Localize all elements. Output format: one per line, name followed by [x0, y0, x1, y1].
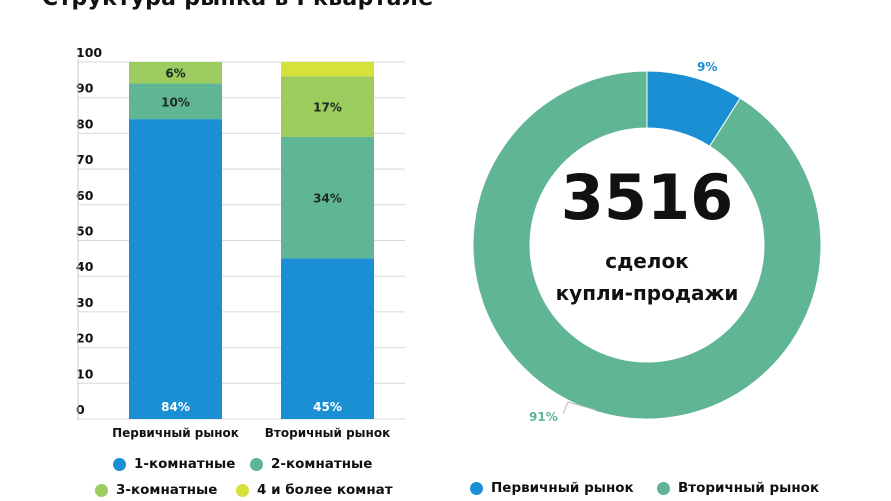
legend-swatch [657, 481, 670, 495]
legend-item-primary: Первичный рынок [470, 480, 634, 496]
legend-label: 2-комнатные [271, 456, 373, 472]
bar-segment [281, 136, 374, 259]
legend-swatch [236, 483, 249, 497]
x-category-label: Первичный рынок [112, 426, 239, 440]
y-tick-label: 70 [76, 152, 94, 167]
data-label: 34% [313, 192, 342, 206]
legend-swatch [95, 483, 108, 497]
legend-item-secondary: Вторичный рынок [657, 480, 819, 496]
legend-item-4room: 4 и более комнат [236, 482, 393, 498]
y-tick-label: 50 [76, 224, 94, 239]
x-category-label: Вторичный рынок [265, 426, 390, 440]
data-label: 10% [161, 95, 190, 109]
legend-swatch [250, 457, 263, 471]
y-tick-label: 90 [76, 81, 94, 96]
bar-segment [129, 83, 222, 120]
donut-slice [472, 70, 822, 420]
donut-center-number: 3516 [560, 161, 734, 234]
y-tick-label: 40 [76, 259, 94, 274]
legend-label: Первичный рынок [491, 480, 634, 496]
legend-item-3room: 3-комнатные [95, 482, 217, 498]
legend-swatch [470, 481, 483, 495]
slice-label: 91% [529, 410, 558, 424]
data-label: 84% [161, 400, 190, 414]
bar-segment [281, 76, 374, 137]
y-tick-label: 20 [76, 331, 94, 346]
data-label: 45% [313, 400, 342, 414]
y-tick-label: 60 [76, 188, 94, 203]
y-tick-label: 0 [76, 402, 85, 417]
y-tick-label: 100 [76, 45, 102, 60]
slice-label: 9% [697, 60, 717, 74]
legend-label: 3-комнатные [116, 482, 218, 498]
bar-segment [281, 258, 374, 419]
donut-center-line2: купли-продажи [555, 281, 739, 305]
legend-label: 1-комнатные [134, 456, 236, 472]
legend-swatch [113, 457, 126, 471]
data-label: 17% [313, 101, 342, 115]
legend-item-2room: 2-комнатные [250, 456, 372, 472]
chart-title: Структура рынка в I квартале [42, 0, 433, 11]
donut-center-line1: сделок [605, 249, 689, 273]
bar-segment [129, 119, 222, 420]
bar-segment [129, 62, 222, 84]
bar-segment [281, 62, 374, 77]
y-tick-label: 80 [76, 116, 94, 131]
legend-label: Вторичный рынок [678, 480, 820, 496]
leader-line [562, 401, 597, 415]
y-tick-label: 10 [76, 366, 94, 381]
y-tick-label: 30 [76, 295, 94, 310]
legend-label: 4 и более комнат [257, 482, 393, 498]
legend-item-1room: 1-комнатные [113, 456, 235, 472]
data-label: 6% [165, 67, 185, 81]
